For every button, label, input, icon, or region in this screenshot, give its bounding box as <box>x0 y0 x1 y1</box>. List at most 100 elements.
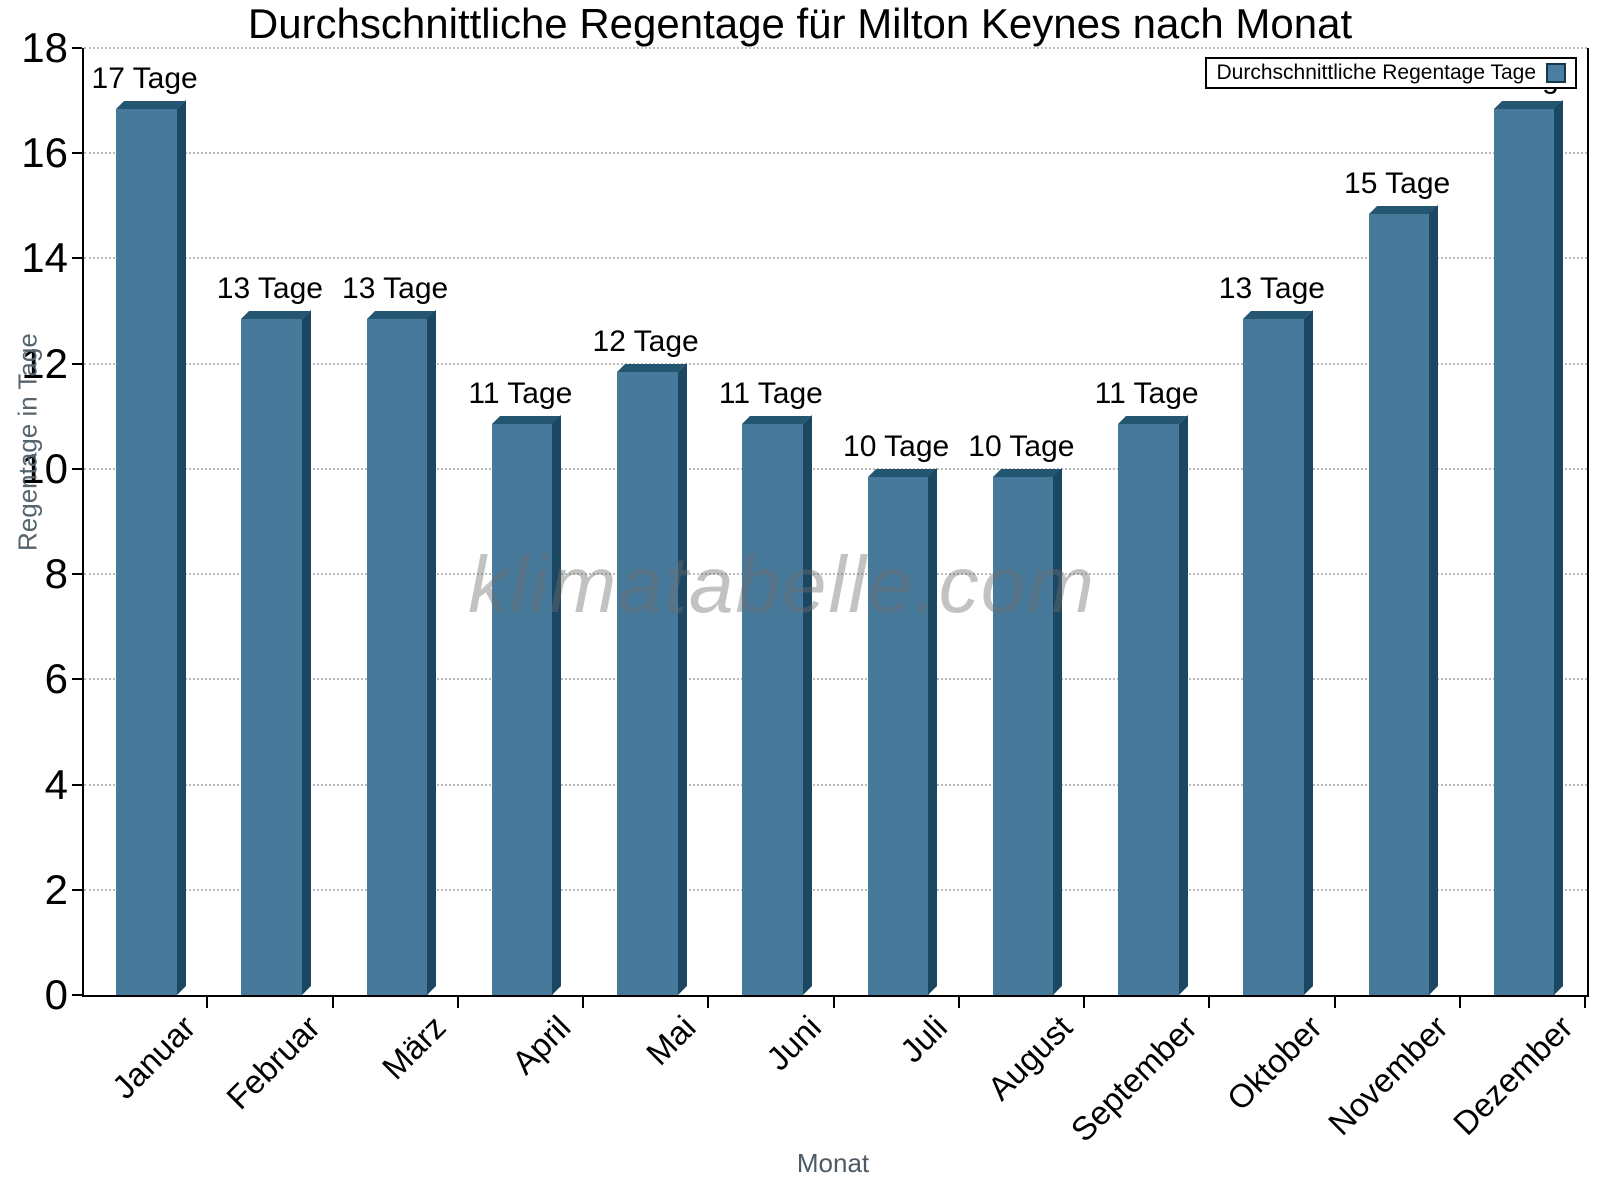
x-category-label-november: November <box>1320 1008 1455 1143</box>
bar-right-side <box>802 415 812 995</box>
gridline-y4 <box>84 783 1587 786</box>
bar-right-side <box>1303 310 1313 995</box>
y-tick-mark <box>72 678 82 681</box>
y-tick-label: 18 <box>21 24 68 71</box>
y-tick-label: 10 <box>21 444 68 492</box>
bar-top-bevel <box>867 468 937 477</box>
y-tick-mark <box>72 47 82 49</box>
x-tick-mark <box>957 995 960 1008</box>
bar-top-bevel <box>1243 311 1313 320</box>
bar-top-bevel <box>241 311 311 320</box>
bar-face <box>366 319 428 995</box>
bar-face <box>617 371 679 995</box>
bar-august <box>992 468 1062 995</box>
x-category-label-märz: März <box>374 1008 453 1087</box>
bar-februar <box>241 310 311 995</box>
y-tick-mark <box>72 152 82 155</box>
x-tick-mark <box>331 995 334 1008</box>
bar-top-bevel <box>742 416 812 425</box>
gridline-y6 <box>84 678 1587 681</box>
bar-top-bevel <box>491 416 561 425</box>
x-category-label-januar: Januar <box>104 1008 203 1106</box>
gridline-y16 <box>84 152 1587 155</box>
gridline-y14 <box>84 257 1587 260</box>
bar-november <box>1368 205 1438 995</box>
y-tick-mark <box>72 888 82 891</box>
y-tick-mark <box>72 467 82 470</box>
x-category-label-september: September <box>1063 1008 1205 1149</box>
x-category-label-februar: Februar <box>219 1008 328 1117</box>
x-tick-mark <box>832 995 835 1008</box>
bar-juni <box>742 415 812 995</box>
y-tick-mark <box>72 257 82 260</box>
y-tick-mark <box>72 362 82 365</box>
bar-januar <box>116 100 186 995</box>
bar-value-label: 10 Tage <box>843 429 950 463</box>
x-category-label-mai: Mai <box>639 1008 704 1073</box>
y-tick-label: 6 <box>44 655 68 703</box>
x-category-label-juli: Juli <box>892 1008 954 1070</box>
bar-right-side <box>1554 100 1563 995</box>
bar-april <box>491 415 561 995</box>
bar-face <box>1368 213 1430 995</box>
bar-face <box>491 424 553 995</box>
bar-face <box>867 476 929 995</box>
bar-value-label: 17 Tage <box>91 61 198 95</box>
y-tick-mark <box>72 994 82 996</box>
gridline-y2 <box>84 888 1587 891</box>
bar-face <box>1118 424 1180 995</box>
bar-face <box>742 424 804 995</box>
y-tick-label: 2 <box>44 865 68 913</box>
bar-value-label: 15 Tage <box>1344 166 1451 200</box>
bar-face <box>1243 319 1305 995</box>
bar-right-side <box>677 363 687 995</box>
y-tick-label: 12 <box>21 339 68 387</box>
watermark-text: klimatabelle.com <box>468 540 1096 629</box>
bar-top-bevel <box>1118 416 1188 425</box>
y-tick-label: 4 <box>44 760 68 808</box>
x-tick-mark <box>1083 995 1085 1008</box>
x-axis: Januar Februar März April Mai Juni Juli August S… <box>82 995 1586 1200</box>
bar-value-label: 13 Tage <box>342 272 449 306</box>
y-tick-label: 14 <box>21 234 68 282</box>
bar-face <box>1493 108 1555 995</box>
y-tick-label: 16 <box>21 129 68 177</box>
bar-value-label: 11 Tage <box>1094 377 1199 411</box>
gridline-y10 <box>84 467 1587 470</box>
x-category-label-dezember: Dezember <box>1446 1008 1580 1143</box>
x-tick-mark <box>456 995 459 1008</box>
y-tick-label: 0 <box>44 971 68 1018</box>
legend-label: Durchschnittliche Regentage Tage <box>1216 61 1536 84</box>
bar-right-side <box>301 310 311 995</box>
x-tick-mark <box>1584 995 1586 1008</box>
gridline-y8 <box>84 573 1587 576</box>
bar-right-side <box>1429 205 1438 995</box>
plot-area: 17 Tage 13 Tage 13 Tage 11 Tage 12 Tage 11 Ta… <box>82 47 1589 997</box>
bar-right-side <box>176 100 186 995</box>
x-category-label-oktober: Oktober <box>1220 1008 1330 1118</box>
x-axis-title: Monat <box>796 1148 870 1178</box>
bar-september <box>1118 415 1188 995</box>
chart-title: Durchschnittliche Regentage für Milton K… <box>247 0 1353 47</box>
y-axis: 0 2 4 6 8 10 12 14 16 18 <box>0 24 82 1018</box>
bar-right-side <box>1178 415 1188 995</box>
x-tick-mark <box>1208 995 1211 1008</box>
bar-top-bevel <box>617 363 687 372</box>
bar-top-bevel <box>992 468 1062 477</box>
bar-value-label: 12 Tage <box>592 324 699 358</box>
y-tick-mark <box>72 573 82 576</box>
x-tick-mark <box>1333 995 1336 1008</box>
gridline-y12 <box>84 362 1587 365</box>
x-tick-mark <box>206 995 209 1008</box>
bar-face <box>241 319 303 995</box>
bar-right-side <box>552 415 561 995</box>
bar-value-label: 13 Tage <box>216 272 323 306</box>
bar-mai <box>617 363 687 995</box>
bar-top-bevel <box>1493 100 1563 109</box>
x-category-label-august: August <box>980 1008 1079 1108</box>
x-category-label-april: April <box>504 1008 578 1082</box>
bar-value-label: 13 Tage <box>1218 272 1325 306</box>
bar-face <box>116 108 178 995</box>
gridline-y18 <box>84 47 1587 49</box>
